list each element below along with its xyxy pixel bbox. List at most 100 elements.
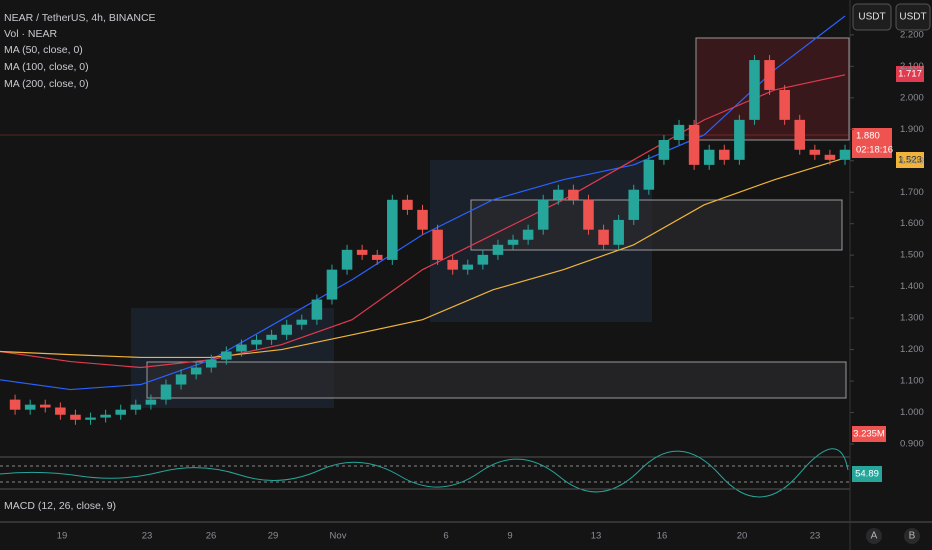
- rsi-tag-label: 54.89: [855, 469, 879, 480]
- candle: [417, 209, 428, 230]
- candle: [341, 249, 353, 270]
- candle: [462, 264, 474, 270]
- candle: [356, 249, 368, 255]
- countdown: 02:18:16: [856, 145, 893, 156]
- ma-tag-label: 1.717: [898, 69, 922, 80]
- candle: [130, 404, 142, 410]
- supply-zone: [695, 37, 850, 141]
- candle: [794, 119, 806, 150]
- candle: [145, 399, 157, 405]
- x-tick-label: 23: [142, 531, 153, 542]
- symbol: NEAR / TetherUS, 4h, BINANCE: [4, 12, 156, 24]
- rsi-line: [0, 448, 849, 498]
- candle: [55, 407, 66, 415]
- x-tick-label: Nov: [330, 531, 347, 542]
- ma-tag-label: 1.523: [898, 155, 922, 166]
- indicator: MA (50, close, 0): [4, 44, 83, 56]
- x-tick-label: 29: [268, 531, 279, 542]
- candle: [9, 399, 21, 410]
- indicator: MA (100, close, 0): [4, 61, 89, 73]
- candle: [779, 89, 790, 120]
- x-tick-label: 6: [443, 531, 448, 542]
- scale-button[interactable]: [866, 528, 882, 544]
- y-tick-label: 1.100: [900, 376, 924, 387]
- candle: [205, 359, 217, 368]
- y-tick-label: 1.900: [900, 124, 924, 135]
- candle: [734, 119, 745, 160]
- x-tick-label: 9: [507, 531, 512, 542]
- candle: [824, 154, 836, 160]
- indicator: MA (200, close, 0): [4, 78, 89, 90]
- candle: [492, 244, 504, 255]
- candle: [281, 324, 292, 335]
- currency-button[interactable]: [895, 3, 931, 31]
- y-tick-label: 1.200: [900, 344, 924, 355]
- candle: [85, 417, 96, 420]
- rsi-tag: [852, 466, 882, 482]
- y-tick-label: 1.400: [900, 281, 924, 292]
- ma-tag: [896, 152, 924, 168]
- volume-indicator: Vol · NEAR: [4, 28, 58, 40]
- demand-zone: [470, 199, 843, 251]
- candle: [703, 149, 715, 165]
- x-tick-label: 23: [810, 531, 821, 542]
- candle: [507, 239, 519, 245]
- moving-average: [0, 74, 846, 369]
- ma-tag: [896, 66, 924, 82]
- candle: [658, 139, 670, 160]
- candle: [583, 199, 594, 230]
- candle: [387, 199, 398, 260]
- y-tick-label: 1.500: [900, 250, 924, 261]
- candle: [809, 149, 821, 155]
- y-tick-label: 2.100: [900, 61, 924, 72]
- x-tick-label: 19: [57, 531, 68, 542]
- x-tick-label: 16: [657, 531, 668, 542]
- scale-button-label[interactable]: A: [871, 531, 878, 542]
- candle: [371, 254, 383, 260]
- candle: [70, 414, 81, 420]
- y-tick-label: 1.300: [900, 313, 924, 324]
- candle: [432, 229, 443, 260]
- currency-button[interactable]: [852, 3, 892, 31]
- candle: [326, 269, 338, 300]
- candle: [447, 259, 458, 270]
- scale-button[interactable]: [904, 528, 920, 544]
- candle: [553, 189, 564, 200]
- x-tick-label: 20: [737, 531, 748, 542]
- candle: [477, 254, 489, 265]
- candle: [613, 219, 624, 245]
- y-tick-label: 2.000: [900, 92, 924, 103]
- moving-average: [0, 15, 846, 391]
- x-tick-label: 13: [591, 531, 602, 542]
- x-tick-label: 26: [206, 531, 217, 542]
- candle: [643, 159, 655, 190]
- y-tick-label: 2.200: [900, 29, 924, 40]
- demand-zone: [146, 361, 847, 399]
- candle: [190, 367, 202, 375]
- candle: [719, 149, 730, 160]
- volume-tag: [852, 426, 886, 442]
- y-tick-label: 1.600: [900, 218, 924, 229]
- candle: [160, 384, 172, 400]
- scale-button-label[interactable]: B: [909, 531, 916, 542]
- candle: [628, 189, 640, 220]
- price-tag: [852, 128, 892, 158]
- currency-button-label[interactable]: USDT: [899, 12, 926, 23]
- y-tick-label: 0.900: [900, 439, 924, 450]
- candle: [537, 199, 549, 230]
- candle: [598, 229, 609, 245]
- candle: [24, 404, 36, 410]
- candle: [266, 334, 277, 340]
- y-tick-label: 1.700: [900, 187, 924, 198]
- candle: [175, 374, 187, 385]
- candle: [39, 404, 51, 408]
- candle: [673, 124, 685, 140]
- candle: [221, 351, 232, 360]
- candle: [311, 299, 323, 320]
- candle: [115, 409, 126, 415]
- moving-average: [0, 157, 846, 359]
- candle: [236, 344, 247, 352]
- candle: [296, 319, 308, 325]
- currency-button-label[interactable]: USDT: [858, 12, 885, 23]
